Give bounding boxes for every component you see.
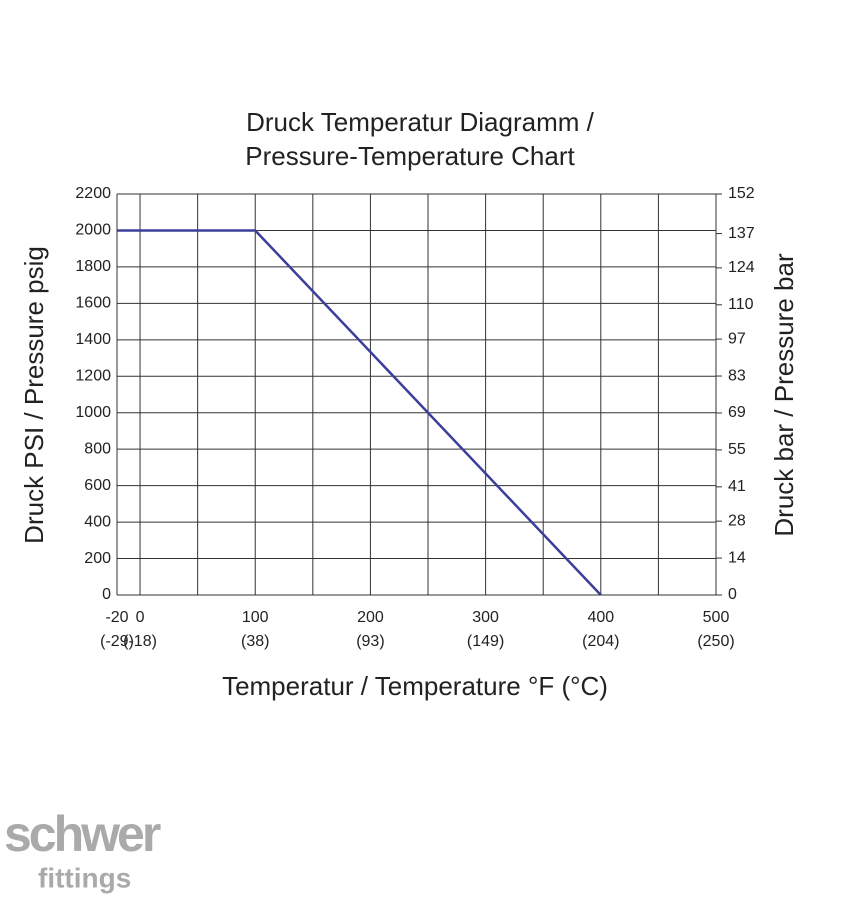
x-tick-label: 100 [242,609,269,626]
y-tick-label: 600 [84,477,111,494]
x-tick-label: 300 [472,609,499,626]
x-tick-sublabel: (204) [582,633,619,650]
y-tick-label: 2200 [75,185,111,202]
y2-tick-label: 124 [728,259,755,276]
x-axis-label: Temperatur / Temperature °F (°C) [222,671,608,701]
y2-tick-label: 110 [728,296,754,313]
x-tick-label: 500 [703,609,730,626]
data-line [117,229,602,596]
y2-tick-label: 28 [728,512,746,529]
y2-tick-label: 0 [728,586,737,603]
x-tick-label: -20 [105,609,128,626]
x-tick-sublabel: (250) [697,633,734,650]
y2-tick-label: 97 [728,330,746,347]
y-tick-label: 1800 [75,258,111,275]
y2-tick-label: 83 [728,367,746,384]
y2-axis-label: Druck bar / Pressure bar [769,253,799,537]
y-tick-label: 0 [102,586,111,603]
logo-tagline: fittings [38,862,131,893]
y-tick-label: 1200 [75,367,111,384]
y2-tick-label: 55 [728,441,746,458]
x-tick-sublabel: (-29) [100,633,134,650]
x-tick-sublabel: (-18) [123,633,157,650]
y-axis-label: Druck PSI / Pressure psig [19,246,49,544]
y-tick-label: 1400 [75,331,111,348]
x-tick-sublabel: (93) [356,633,384,650]
y2-tick-label: 137 [728,225,755,242]
x-tick-sublabel: (149) [467,633,504,650]
y2-tick-label: 69 [728,404,746,421]
y2-tick-label: 152 [728,185,755,202]
y2-tick-label: 14 [728,549,746,566]
chart-title: Pressure-Temperature Chart [245,141,575,171]
y-tick-label: 1000 [75,404,111,421]
x-tick-label: 0 [136,609,145,626]
chart-title: Druck Temperatur Diagramm / [246,107,595,137]
y-tick-label: 200 [84,550,111,567]
y-tick-label: 400 [84,513,111,530]
y2-tick-label: 41 [728,478,746,495]
x-tick-label: 400 [587,609,614,626]
logo-name: schwer [4,806,161,862]
y-tick-label: 800 [84,440,111,457]
y-tick-label: 2000 [75,222,111,239]
y-tick-label: 1600 [75,295,111,312]
x-tick-sublabel: (38) [241,633,269,650]
x-tick-label: 200 [357,609,384,626]
